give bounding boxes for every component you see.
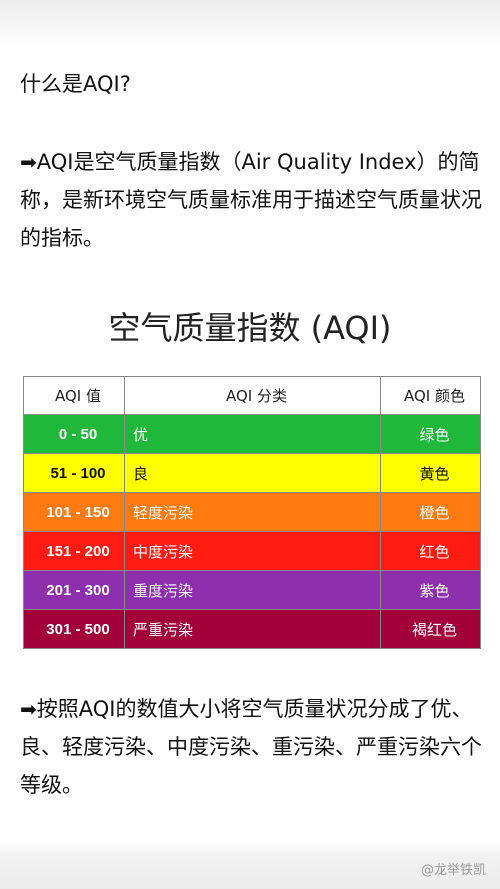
aqi-range-cell: 51 - 100 [23,453,125,493]
intro-paragraph: ➡AQI是空气质量指数（Air Quality Index）的简称，是新环境空气… [20,143,488,257]
aqi-category-cell: 中度污染 [124,531,381,571]
aqi-color-cell: 绿色 [380,414,481,454]
arrow-right-icon: ➡ [20,150,37,174]
top-shadow-band [0,0,500,46]
aqi-color-cell: 黄色 [380,453,481,493]
arrow-right-icon: ➡ [20,697,37,721]
aqi-category-cell: 重度污染 [124,570,381,610]
aqi-range-cell: 0 - 50 [23,414,125,454]
aqi-color-cell: 红色 [380,531,481,571]
table-header-row: AQI 值 AQI 分类 AQI 颜色 [23,376,481,415]
aqi-category-cell: 良 [124,453,381,493]
aqi-category-cell: 轻度污染 [124,492,381,532]
table-row: 151 - 200 中度污染 红色 [23,531,481,571]
aqi-range-cell: 201 - 300 [23,570,125,610]
header-aqi-color: AQI 颜色 [380,376,481,415]
table-row: 0 - 50 优绿色 [23,414,481,454]
aqi-color-cell: 褐红色 [380,609,481,649]
aqi-category-cell: 优 [124,414,381,454]
table-row: 301 - 500 严重污染 褐红色 [23,609,481,649]
table-row: 201 - 300 重度污染 紫色 [23,570,481,610]
header-aqi-value: AQI 值 [23,376,125,415]
table-title: 空气质量指数 (AQI) [108,309,392,347]
aqi-range-cell: 301 - 500 [23,609,125,649]
header-aqi-category: AQI 分类 [124,376,381,415]
aqi-color-cell: 橙色 [380,492,481,532]
aqi-range-cell: 101 - 150 [23,492,125,532]
table-row: 101 - 150 轻度污染 橙色 [23,492,481,532]
bottom-shadow-band [0,842,500,889]
table-row: 51 - 100 良黄色 [23,453,481,493]
question-heading: 什么是AQI? [20,72,131,96]
aqi-range-cell: 151 - 200 [23,531,125,571]
intro-text: AQI是空气质量指数（Air Quality Index）的简称，是新环境空气质… [20,150,482,250]
summary-paragraph: ➡按照AQI的数值大小将空气质量状况分成了优、良、轻度污染、中度污染、重污染、严… [20,690,488,804]
watermark: @龙举铁凯 [420,863,486,878]
aqi-table: AQI 值 AQI 分类 AQI 颜色 0 - 50 优绿色 51 - 100 良黄色… [23,376,481,649]
summary-text: 按照AQI的数值大小将空气质量状况分成了优、良、轻度污染、中度污染、重污染、严重… [20,697,482,797]
aqi-color-cell: 紫色 [380,570,481,610]
aqi-category-cell: 严重污染 [124,609,381,649]
